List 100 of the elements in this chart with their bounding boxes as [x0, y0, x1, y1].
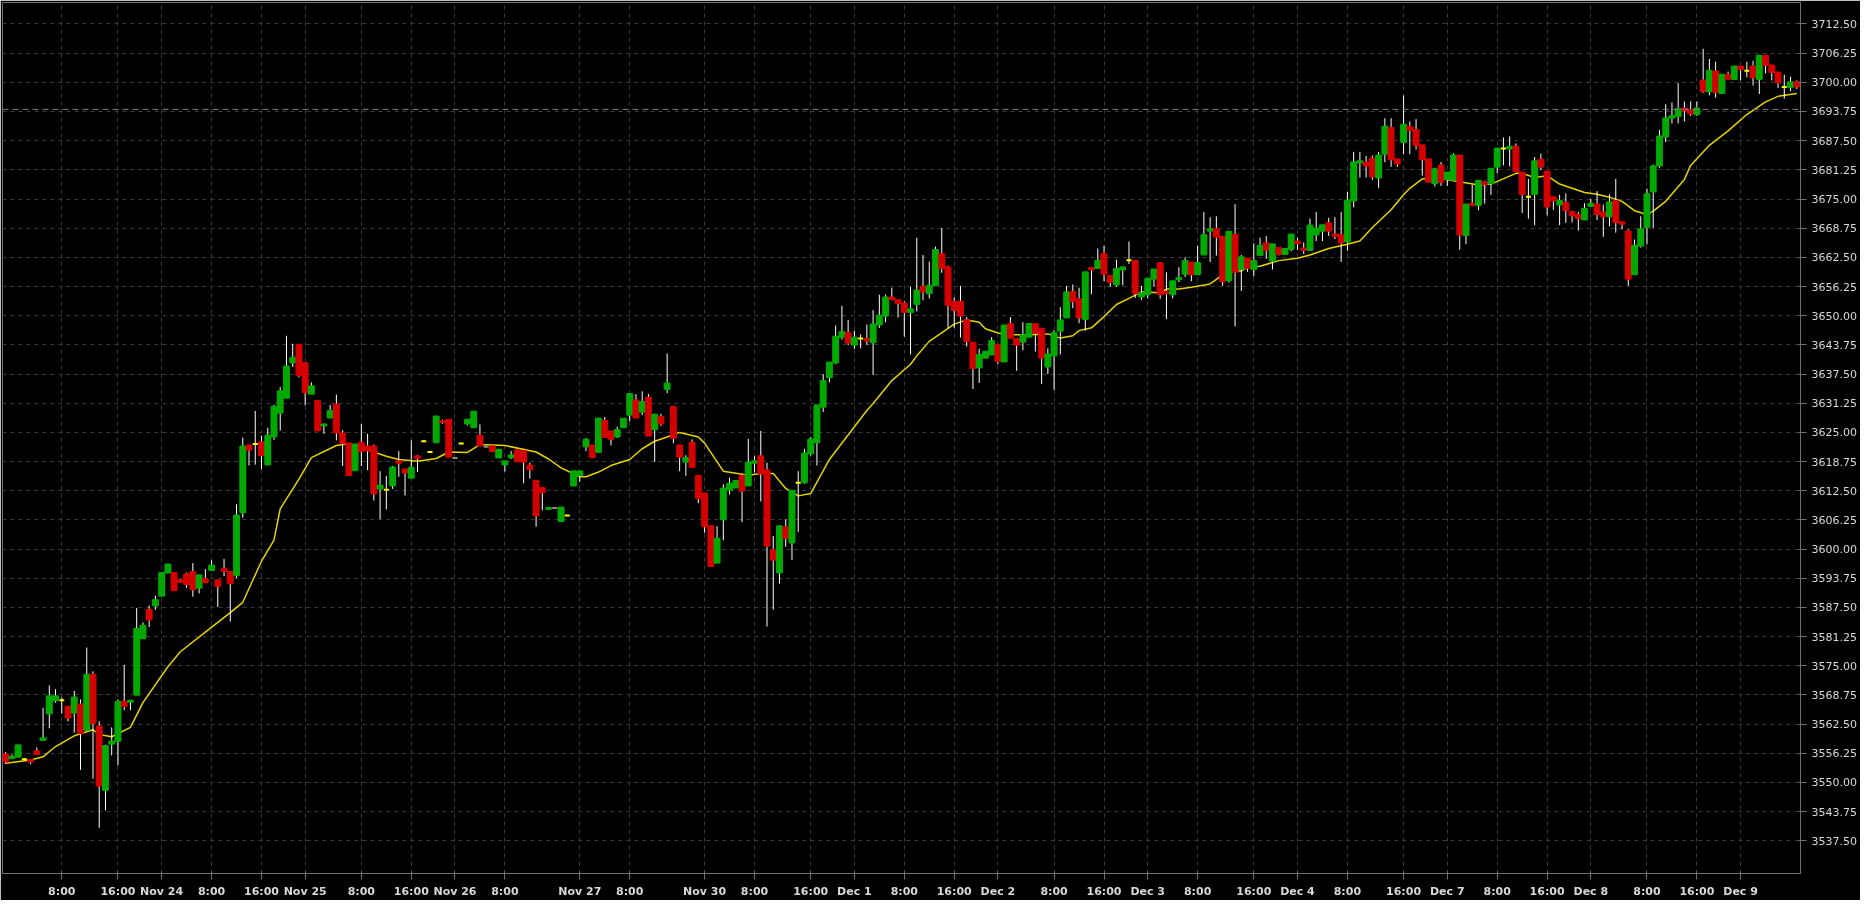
y-tick-label: 3681.25: [1811, 163, 1857, 177]
candlestick: [907, 286, 915, 355]
candlestick: [844, 319, 852, 346]
y-tick-label: 3675.00: [1811, 193, 1857, 207]
x-tick-label: Dec 7: [1429, 884, 1465, 898]
candlestick: [1437, 161, 1445, 187]
candlestick: [1468, 184, 1476, 207]
candlestick: [501, 460, 509, 473]
x-tick-label: Nov 27: [558, 884, 602, 898]
x-tick-label: 8:00: [197, 884, 226, 898]
candlestick: [738, 472, 746, 523]
y-tick-label: 3662.50: [1811, 251, 1857, 265]
candlestick: [863, 324, 871, 346]
candlestick: [626, 393, 634, 422]
candlestick: [651, 413, 659, 463]
y-tick-label: 3562.50: [1811, 718, 1857, 732]
x-tick-label: 8:00: [740, 884, 769, 898]
candlestick: [1755, 54, 1763, 95]
x-tick-label: 16:00: [1236, 884, 1272, 898]
x-tick-label: 16:00: [936, 884, 973, 898]
candlestick: [1325, 217, 1333, 237]
y-tick-label: 3618.75: [1811, 455, 1857, 469]
candlestick: [713, 525, 721, 564]
candlestick: [1487, 167, 1495, 196]
candlestick: [1088, 267, 1096, 295]
x-tick-label: 8:00: [1633, 884, 1661, 898]
candlestick: [1749, 60, 1757, 87]
candlestick: [1562, 192, 1570, 224]
y-tick-label: 3631.25: [1811, 397, 1857, 411]
x-tick-label: 16:00: [1529, 884, 1565, 898]
candlestick: [145, 605, 153, 628]
x-tick-label: Nov 25: [283, 884, 327, 898]
y-tick-label: 3593.75: [1811, 572, 1857, 586]
x-tick-label: 16:00: [1086, 884, 1122, 898]
candlestick: [195, 574, 203, 594]
y-tick-label: 3700.00: [1811, 76, 1857, 90]
y-tick-label: 3693.75: [1811, 105, 1857, 119]
candlestick: [1506, 135, 1514, 167]
x-tick-label: Dec 3: [1130, 884, 1166, 898]
candlestick: [1187, 261, 1195, 282]
y-tick-label: 3550.00: [1811, 776, 1857, 790]
candlestick: [1206, 216, 1214, 263]
x-tick-label: Nov 30: [683, 884, 727, 898]
y-tick-label: 3556.25: [1811, 747, 1857, 761]
candlestick: [407, 439, 415, 479]
y-tick-label: 3637.50: [1811, 368, 1857, 382]
x-tick-label: 16:00: [393, 884, 430, 898]
y-tick-label: 3581.25: [1811, 630, 1857, 644]
x-tick-label: Nov 26: [433, 884, 477, 898]
x-tick-label: Dec 2: [980, 884, 1016, 898]
candlestick: [245, 444, 253, 467]
y-tick-label: 3625.00: [1811, 426, 1857, 440]
candlestick: [526, 462, 534, 480]
y-tick-label: 3643.75: [1811, 338, 1857, 352]
y-tick-label: 3568.75: [1811, 688, 1857, 702]
y-tick-label: 3575.00: [1811, 659, 1857, 673]
y-tick-label: 3543.75: [1811, 805, 1857, 819]
candlestick: [401, 468, 409, 496]
x-tick-label: 8:00: [1483, 884, 1512, 898]
candlestick: [1250, 242, 1258, 277]
candlestick: [70, 690, 78, 734]
x-tick-label: 16:00: [793, 884, 829, 898]
candlestick: [320, 423, 328, 435]
candlestick: [1699, 48, 1707, 94]
candlestick: [214, 579, 222, 608]
candlestick: [120, 664, 128, 711]
x-tick-label: 8:00: [1333, 884, 1362, 898]
x-tick-label: Dec 1: [837, 884, 872, 898]
y-tick-label: 3706.25: [1811, 47, 1857, 61]
candlestick: [1194, 245, 1202, 276]
x-tick-label: 8:00: [491, 884, 519, 898]
candlestick: [850, 330, 858, 350]
candlestick: [1262, 235, 1270, 260]
x-tick-label: 16:00: [243, 884, 280, 898]
x-tick-label: 8:00: [347, 884, 376, 898]
candlestick: [476, 423, 484, 447]
x-tick-label: 8:00: [616, 884, 644, 898]
x-tick-label: Dec 9: [1723, 884, 1758, 898]
candlestick: [1237, 254, 1245, 292]
candlestick: [1269, 243, 1277, 270]
candlestick: [913, 237, 921, 312]
candlestick: [389, 465, 397, 490]
candlestick: [769, 535, 777, 611]
x-tick-label: 8:00: [1040, 884, 1069, 898]
y-tick-label: 3687.50: [1811, 134, 1857, 148]
x-tick-label: 8:00: [1183, 884, 1212, 898]
candlestick: [638, 390, 646, 416]
x-tick-label: 8:00: [890, 884, 919, 898]
candlestick: [1056, 306, 1064, 355]
candlestick: [676, 444, 684, 472]
y-tick-label: 3712.50: [1811, 17, 1857, 31]
x-tick-label: 16:00: [100, 884, 136, 898]
x-tick-label: Dec 4: [1280, 884, 1316, 898]
candlestick: [395, 450, 403, 478]
line-series: [4, 92, 1798, 765]
x-tick-label: 16:00: [1386, 884, 1422, 898]
x-tick-label: Dec 8: [1573, 884, 1609, 898]
y-tick-label: 3587.50: [1811, 601, 1857, 615]
y-tick-label: 3600.00: [1811, 543, 1857, 557]
candlestick: [1181, 256, 1189, 278]
